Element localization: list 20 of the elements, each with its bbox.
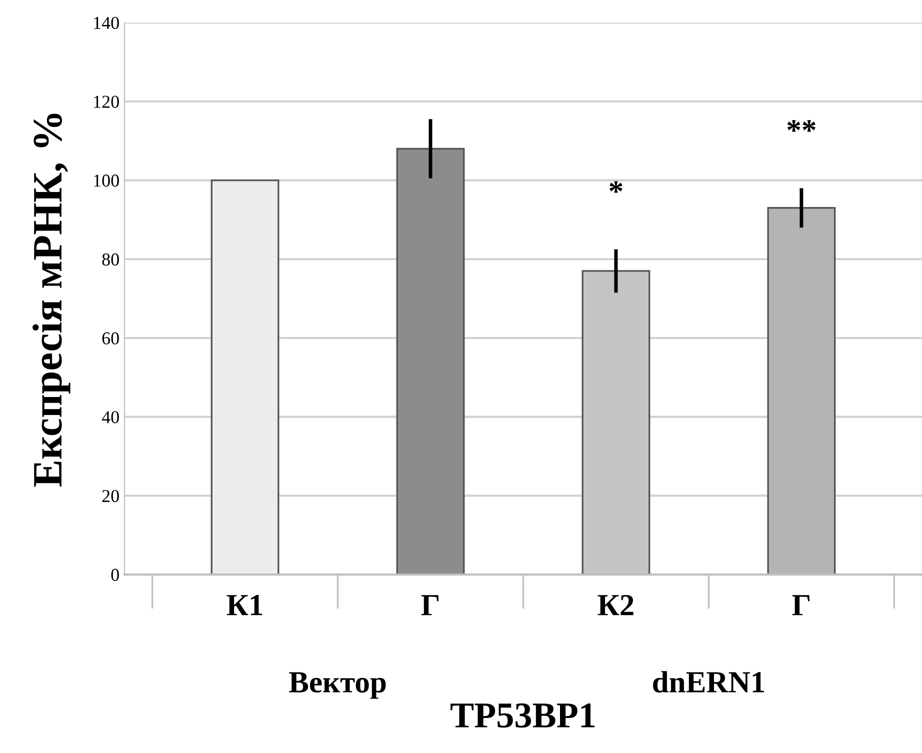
y-tick-label: 140 bbox=[94, 16, 119, 30]
y-tick-label: 60 bbox=[102, 332, 119, 344]
y-tick-label: 120 bbox=[94, 96, 119, 108]
x-tick-label: К2 bbox=[598, 594, 634, 616]
y-tick-label: 100 bbox=[94, 174, 119, 187]
x-tick-label: Г bbox=[792, 595, 810, 616]
annotation: * bbox=[610, 181, 622, 193]
text: Вектор bbox=[289, 672, 386, 699]
y-axis-title: Експресія мРНК, % bbox=[32, 114, 70, 487]
y-tick-label: 20 bbox=[102, 490, 119, 502]
x-tick-label: К1 bbox=[226, 595, 262, 616]
y-tick-label: 40 bbox=[102, 411, 119, 424]
y-tick-label: 80 bbox=[102, 253, 119, 266]
x-axis-title: TP53BP1 bbox=[450, 703, 595, 728]
annotation: ** bbox=[787, 120, 816, 132]
y-tick-label: 0 bbox=[111, 568, 119, 581]
text: dnERN1 bbox=[653, 671, 764, 693]
x-tick-label: Г bbox=[421, 595, 439, 616]
bar bbox=[210, 179, 280, 575]
bar bbox=[396, 148, 465, 575]
